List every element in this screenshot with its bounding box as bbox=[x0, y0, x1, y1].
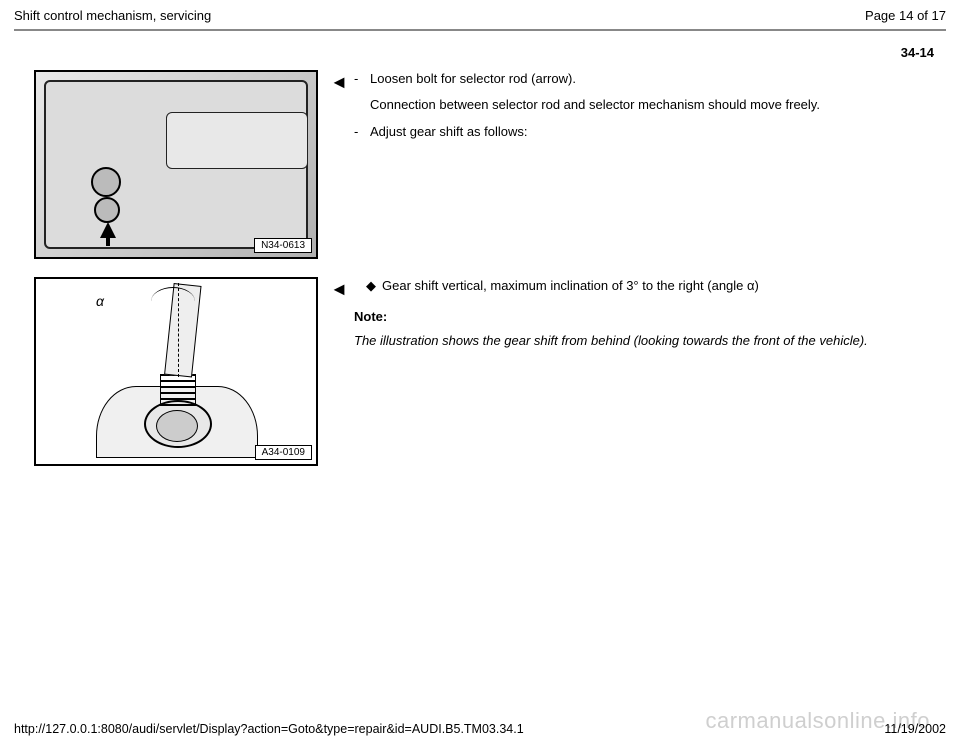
note-label: Note: bbox=[354, 309, 900, 324]
s1-bullet-0-mark: - bbox=[354, 70, 370, 88]
s2-bullet: ◆ Gear shift vertical, maximum inclinati… bbox=[366, 277, 900, 295]
figure-2: α A34-0109 bbox=[34, 277, 318, 466]
footer-url: http://127.0.0.1:8080/audi/servlet/Displ… bbox=[14, 722, 524, 736]
s1-bullet-2-mark: - bbox=[354, 123, 370, 141]
section-2-text: ◆ Gear shift vertical, maximum inclinati… bbox=[354, 277, 940, 349]
page-code: 34-14 bbox=[0, 31, 960, 70]
s1-bullet-0: - Loosen bolt for selector rod (arrow). bbox=[354, 70, 900, 88]
s2-bullet-mark: ◆ bbox=[366, 277, 382, 295]
section-1-text: - Loosen bolt for selector rod (arrow). … bbox=[354, 70, 940, 149]
figure-1: N34-0613 bbox=[34, 70, 318, 259]
content-area: N34-0613 ◄ - Loosen bolt for selector ro… bbox=[0, 70, 960, 466]
s1-bullet-0-text: Loosen bolt for selector rod (arrow). bbox=[370, 70, 900, 88]
section-1: N34-0613 ◄ - Loosen bolt for selector ro… bbox=[34, 70, 940, 259]
figure-2-label: A34-0109 bbox=[255, 445, 312, 460]
s1-bullet-2-text: Adjust gear shift as follows: bbox=[370, 123, 900, 141]
figure-2-alpha: α bbox=[96, 293, 104, 309]
s1-bullet-1-text: Connection between selector rod and sele… bbox=[370, 96, 900, 114]
s2-bullet-text: Gear shift vertical, maximum inclination… bbox=[382, 277, 900, 295]
section-1-marker: ◄ bbox=[318, 70, 354, 93]
s1-bullet-2: - Adjust gear shift as follows: bbox=[354, 123, 900, 141]
header-title: Shift control mechanism, servicing bbox=[14, 8, 211, 23]
footer-date: 11/19/2002 bbox=[884, 722, 946, 736]
section-2-marker: ◄ bbox=[318, 277, 354, 300]
note-body: The illustration shows the gear shift fr… bbox=[354, 332, 900, 350]
section-2: α A34-0109 ◄ ◆ Gear shift vertical, maxi… bbox=[34, 277, 940, 466]
header-page-of: Page 14 of 17 bbox=[865, 8, 946, 23]
figure-1-label: N34-0613 bbox=[254, 238, 312, 253]
